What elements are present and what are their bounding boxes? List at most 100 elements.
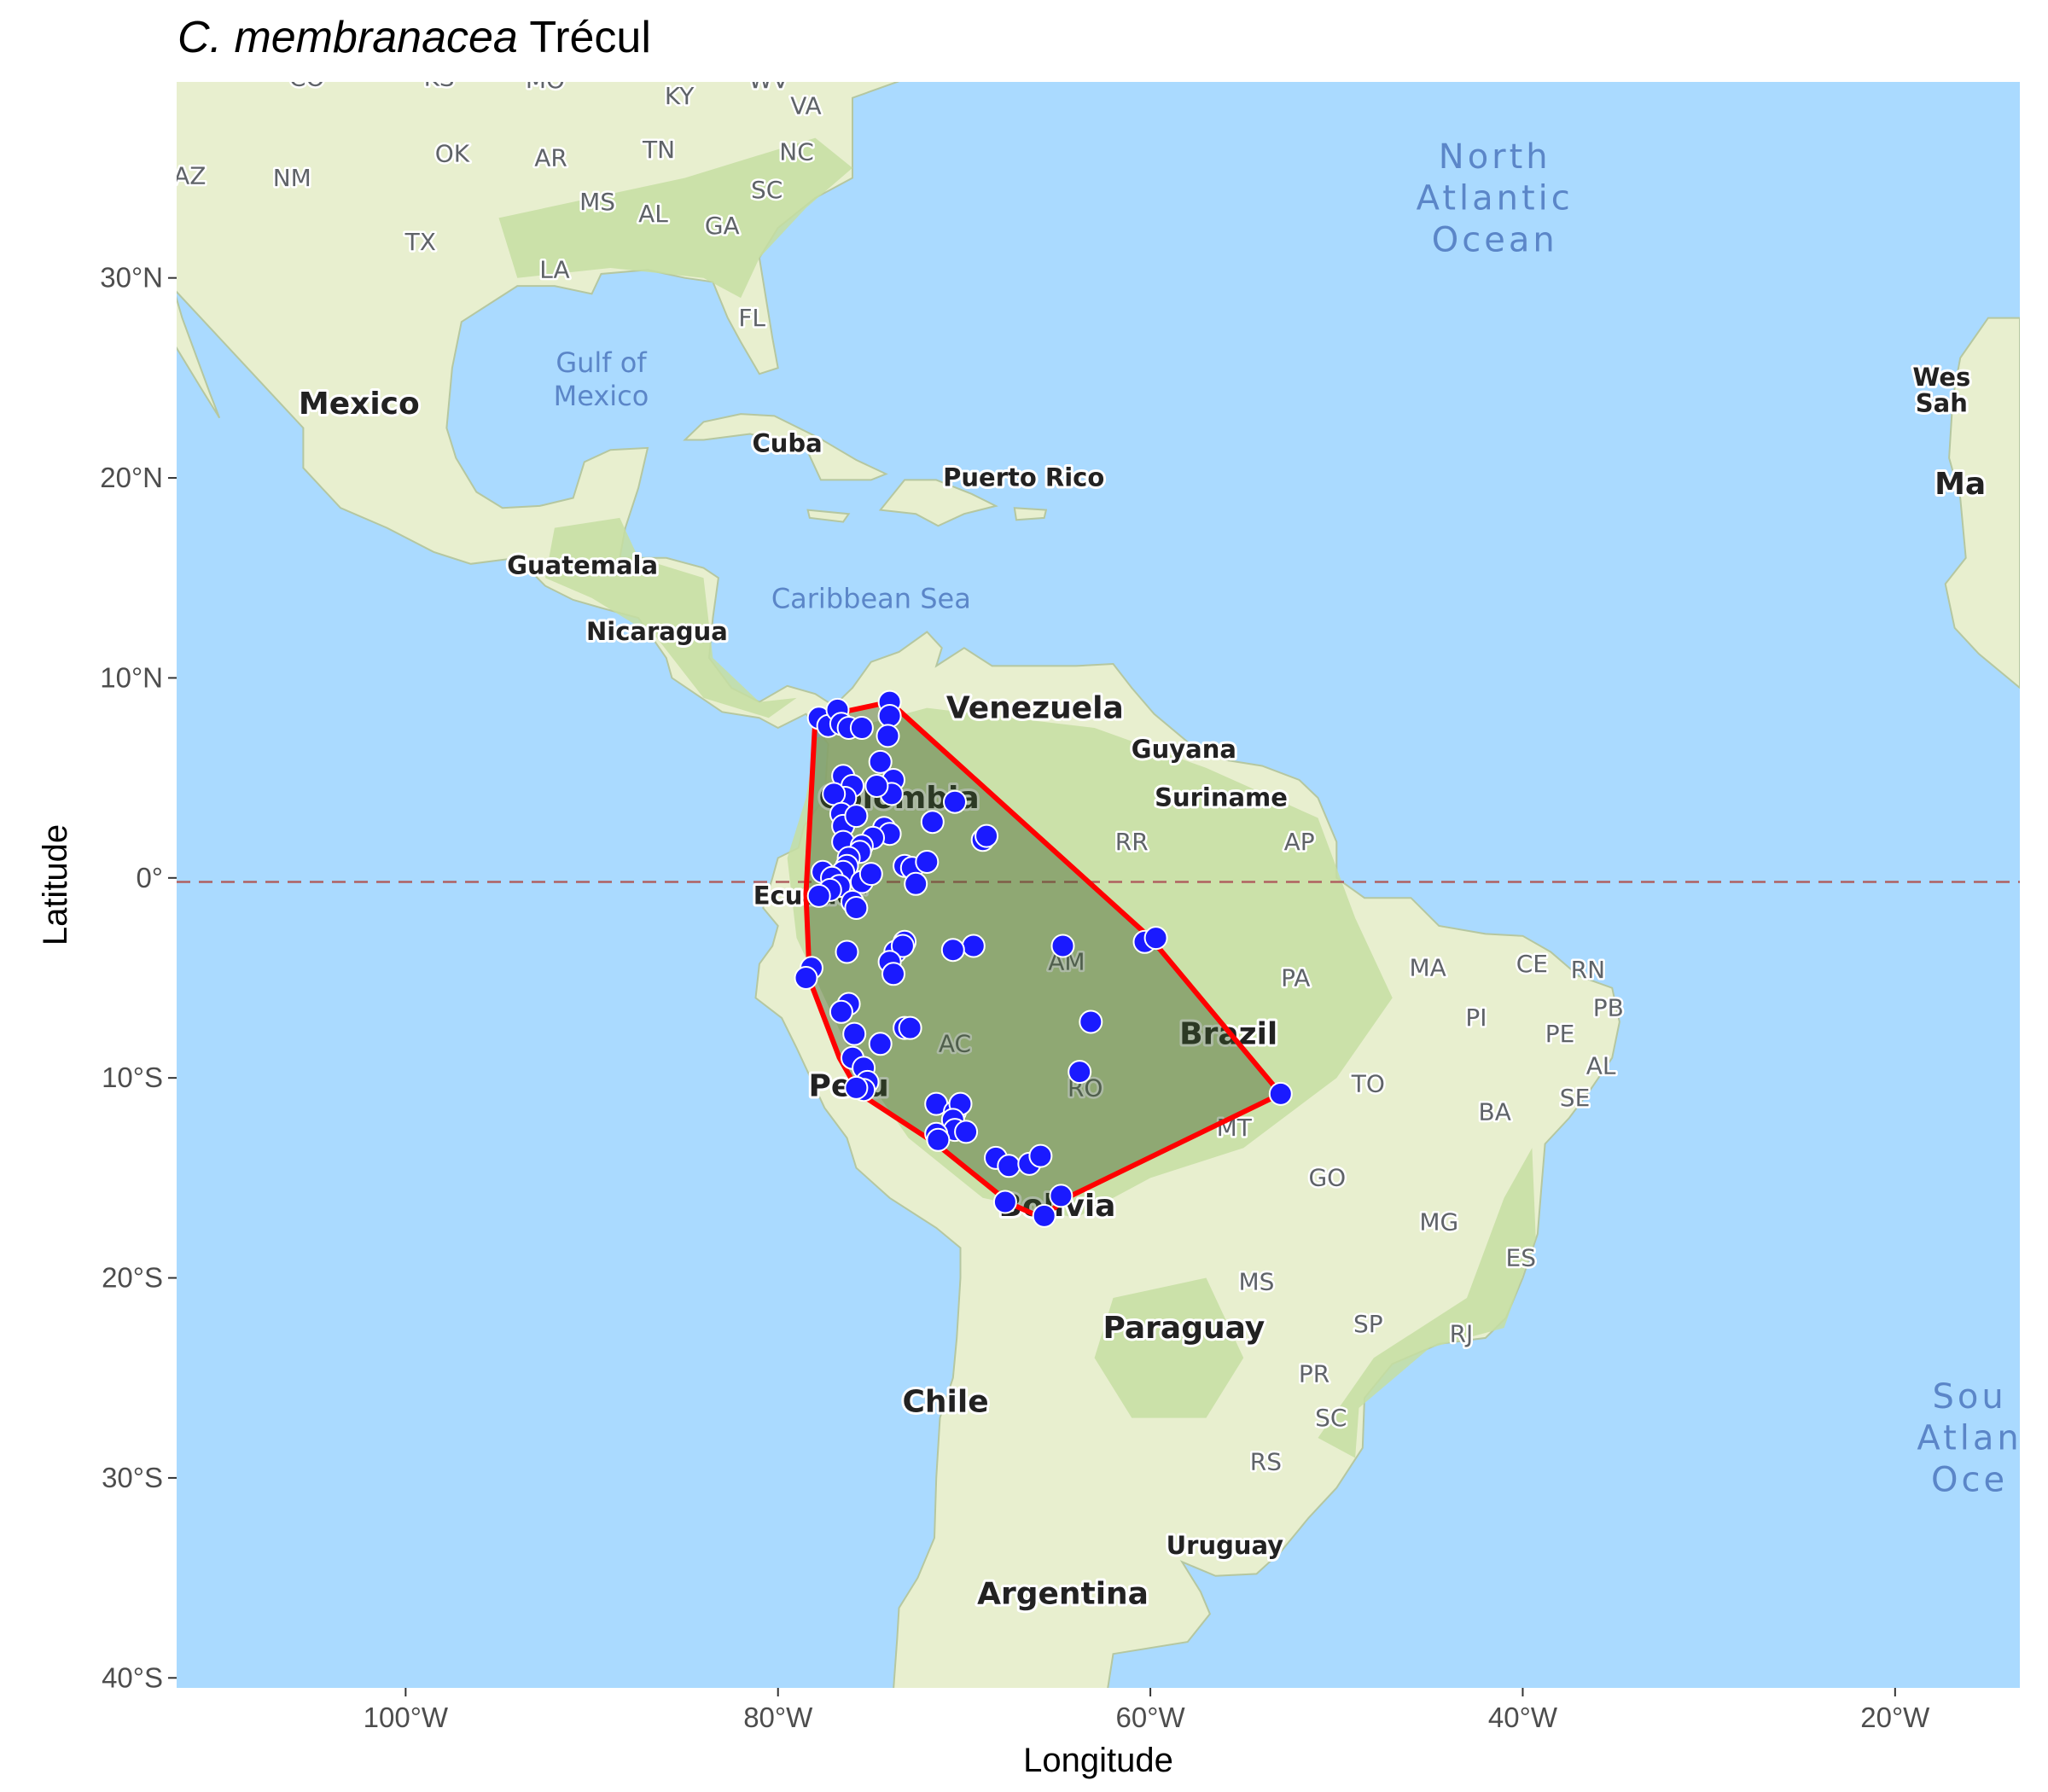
state-label: AZ [173,162,206,190]
occurrence-point [920,810,945,835]
occurrence-point [849,716,874,740]
ocean-label: Caribbean Sea [771,582,971,614]
ocean-label-line: North [1439,137,1551,177]
jamaica-island [806,509,851,523]
occurrence-point [877,704,902,728]
y-tick-label: 20°N [100,462,163,493]
amazon-vegetation [787,707,1393,1219]
state-label: SE [1560,1084,1590,1112]
country-label-line: Brazil [1179,1016,1277,1051]
state-label: PI [1465,1004,1487,1032]
occurrence-point [954,1120,979,1144]
state-label: GA [705,212,740,240]
occurrence-point [915,850,940,874]
country-label: Suriname [1155,783,1288,812]
country-label-line: Ma [1935,467,1986,502]
occurrence-point [1049,1184,1073,1208]
country-label: Nicaragua [586,617,728,646]
country-label: Cuba [753,429,823,458]
country-label-line: Venezuela [946,690,1124,725]
state-label: GO [1308,1164,1346,1192]
occurrence-point [844,896,869,920]
state-label: MG [1419,1207,1458,1236]
puerto-rico-island [1013,507,1048,521]
occurrence-point [890,934,915,958]
country-label-line: Puerto Rico [943,463,1104,492]
occurrence-point [794,966,818,990]
state-label: PE [1545,1020,1575,1048]
country-label: Puerto Rico [943,463,1104,492]
country-label-line: Cuba [753,429,823,458]
y-tick-label: 0° [136,862,163,893]
occurrence-point [1268,1081,1293,1106]
occurrence-point [868,749,893,774]
state-label: ES [1506,1243,1536,1271]
chaco-vegetation [1094,1277,1244,1418]
occurrence-point [842,1021,867,1046]
ocean-label-line: Mexico [554,380,649,412]
occurrence-point [975,823,999,848]
occurrence-point [1028,1143,1053,1168]
state-label: CO [289,64,325,92]
occurrence-point [822,782,847,806]
ocean-label-line: Atlantic [1417,179,1574,218]
x-tick-label: 80°W [743,1702,813,1733]
cuba-island [683,413,888,481]
x-tick-label: 60°W [1116,1702,1186,1733]
state-label: TO [1351,1070,1385,1098]
occurrence-point [868,1032,893,1056]
state-label: NM [273,164,311,192]
state-label: SP [1353,1310,1383,1338]
country-label: Brazil [1179,1016,1277,1051]
y-tick-label: 30°N [100,262,163,294]
state-label: VA [790,91,822,119]
occurrence-point [864,774,889,798]
country-label: Venezuela [946,690,1124,725]
state-label: FL [738,304,765,332]
ocean-label-line: Sou [1932,1377,2006,1417]
occurrence-point [926,1127,951,1152]
country-label: Ma [1935,467,1986,502]
state-label: RN [1571,956,1605,984]
occurrence-point [829,999,853,1024]
state-label: AC [939,1030,971,1058]
state-label: TN [642,136,675,164]
baja-california [177,295,221,419]
y-tick-label: 10°S [102,1062,163,1093]
country-label: Mexico [299,387,420,422]
y-tick-label: 10°N [100,661,163,693]
state-label: PR [1299,1359,1329,1388]
state-label: RS [1250,1448,1282,1476]
country-label: Uruguay [1167,1531,1284,1560]
state-label: MS [1238,1268,1274,1296]
y-tick-label: 20°S [102,1262,163,1294]
title-species: C. membranacea [177,13,518,62]
y-axis-title: Latitude [37,824,74,945]
state-label: CE [1516,950,1548,978]
ocean-label-line: Gulf of [556,346,647,379]
country-label: Chile [903,1385,989,1420]
occurrence-point [1143,926,1168,951]
x-tick-label: 20°W [1860,1702,1930,1733]
atlantic-forest-vegetation [1318,1148,1536,1458]
state-label: OK [435,140,470,168]
state-label: AL [1586,1051,1616,1079]
central-america-vegetation [545,517,797,719]
ocean-label: Sou Atlan Oce [1917,1377,2022,1500]
country-label-line: Chile [903,1385,989,1420]
country-label: Paraguay [1103,1311,1265,1346]
country-label-line: Sah [1916,389,1968,418]
country-label-line: Uruguay [1167,1531,1284,1560]
occurrence-point [1032,1203,1056,1228]
occurrence-point [881,962,905,986]
state-label: MA [1410,954,1446,982]
state-label: MS [579,188,615,216]
country-label: Wes Sah [1912,363,1970,417]
country-label-line: Mexico [299,387,420,422]
ocean-label-line: Ocean [1432,220,1558,259]
country-label: Guatemala [507,551,658,580]
country-label-line: Nicaragua [586,617,728,646]
occurrence-point [835,940,859,964]
country-label-line: Argentina [977,1577,1149,1612]
